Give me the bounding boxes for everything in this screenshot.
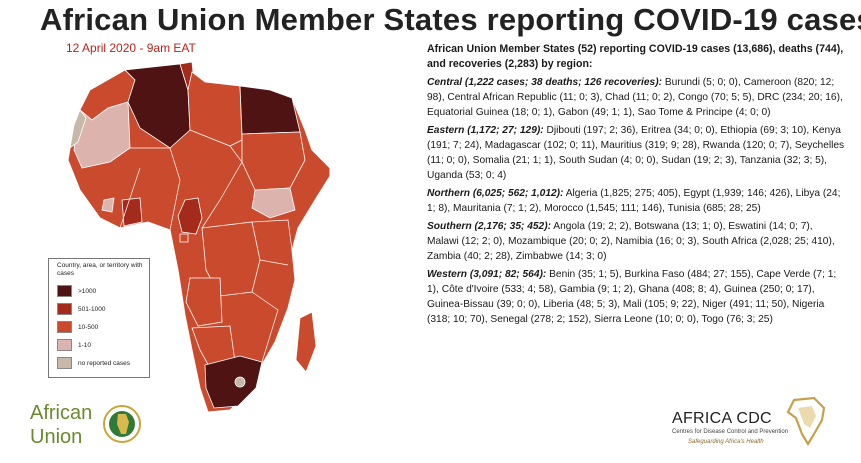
- region-statistics: African Union Member States (52) reporti…: [427, 42, 847, 327]
- region-detail: Angola (19; 2; 2), Botswana (13; 1; 0), …: [427, 221, 835, 262]
- region-detail: Algeria (1,825; 275; 405), Egypt (1,939;…: [427, 188, 841, 214]
- western-sahara-shape: [69, 109, 87, 149]
- legend-label: 501-1000: [78, 305, 106, 313]
- south-sudan-shape: [251, 187, 296, 219]
- region-western: Western (3,091; 82; 564): Benin (35; 1; …: [427, 267, 847, 327]
- country-borders: [119, 145, 293, 363]
- egypt-shape: [239, 85, 301, 135]
- region-southern: Southern (2,176; 35; 452): Angola (19; 2…: [427, 219, 847, 264]
- summary-heading: African Union Member States (52) reporti…: [427, 43, 844, 70]
- region-name: Central (1,222 cases; 38 deaths; 126 rec…: [427, 77, 663, 88]
- region-detail: Benin (35; 1; 5), Burkina Faso (484; 27;…: [427, 269, 837, 325]
- legend-label: no reported cases: [78, 359, 131, 367]
- au-logo-line1: African: [30, 402, 93, 424]
- legend-swatch: [57, 339, 72, 351]
- legend-item: no reported cases: [57, 357, 130, 369]
- cameroon-shape: [177, 197, 203, 235]
- legend-item: 1-10: [57, 339, 91, 351]
- libya-shape: [187, 71, 243, 147]
- legend-item: 10-500: [57, 321, 98, 333]
- cdc-logo-subtitle: Centres for Disease Control and Preventi…: [672, 429, 789, 435]
- region-name: Western (3,091; 82; 564):: [427, 269, 547, 280]
- au-logo-line2: Union: [30, 426, 83, 448]
- legend-item: >1000: [57, 285, 96, 297]
- africa-cdc-logo: AFRICA CDC Centres for Disease Control a…: [666, 394, 846, 458]
- angola-shape: [185, 277, 223, 327]
- legend-label: 1-10: [78, 341, 92, 349]
- africa-map: [67, 61, 330, 413]
- sierra-leone-shape: [101, 197, 115, 213]
- legend-swatch: [57, 321, 72, 333]
- lesotho-shape: [234, 376, 246, 388]
- african-union-logo: African Union: [14, 398, 144, 458]
- legend-label: >1000: [78, 287, 97, 295]
- region-name: Northern (6,025; 562; 1,012):: [427, 188, 564, 199]
- region-detail: Djibouti (197; 2; 36), Eritrea (34; 0; 0…: [427, 125, 845, 181]
- cdc-africa-icon: [786, 396, 826, 446]
- madagascar-shape: [295, 311, 317, 373]
- legend-swatch: [57, 357, 72, 369]
- south-africa-shape: [204, 355, 263, 409]
- equatorial-guinea-shape: [179, 233, 189, 243]
- map-legend: Country, area, or territory with cases >…: [48, 258, 150, 378]
- legend-swatch: [57, 303, 72, 315]
- page-title: African Union Member States reporting CO…: [40, 2, 861, 37]
- cdc-logo-name: AFRICA CDC: [672, 410, 772, 427]
- legend-item: 501-1000: [57, 303, 105, 315]
- report-date: 12 April 2020 - 9am EAT: [66, 41, 196, 55]
- cdc-logo-tagline: Safeguarding Africa's Health: [688, 439, 764, 445]
- region-eastern: Eastern (1,172; 27; 129): Djibouti (197;…: [427, 123, 847, 183]
- region-name: Eastern (1,172; 27; 129):: [427, 125, 544, 136]
- legend-swatch: [57, 285, 72, 297]
- legend-label: 10-500: [78, 323, 99, 331]
- au-emblem-icon: [103, 405, 141, 443]
- region-name: Southern (2,176; 35; 452):: [427, 221, 551, 232]
- legend-title: Country, area, or territory with cases: [57, 262, 143, 277]
- region-central: Central (1,222 cases; 38 deaths; 126 rec…: [427, 75, 847, 120]
- region-northern: Northern (6,025; 562; 1,012): Algeria (1…: [427, 186, 847, 216]
- region-detail: Burundi (5; 0; 0), Cameroon (820; 12; 98…: [427, 77, 843, 118]
